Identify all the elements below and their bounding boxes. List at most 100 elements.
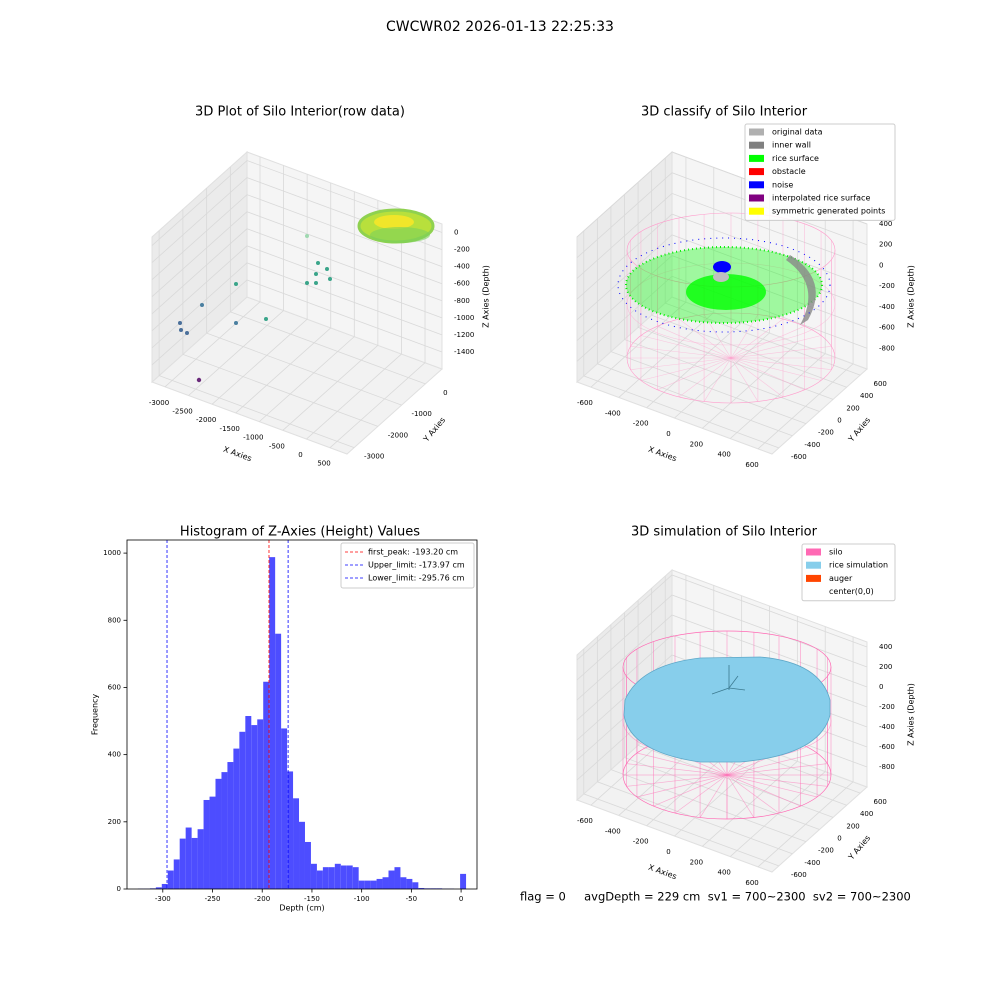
y-tick-label: -400 [804,859,820,867]
grid-line [576,255,868,341]
spoke [730,346,832,359]
z-tick-label: 0 [879,683,883,691]
bar [179,838,186,889]
y-tick-label: 400 [860,392,873,400]
grid-line [576,192,868,279]
bar [209,796,216,889]
spoke [730,357,759,402]
grid-line [164,156,261,388]
bar [418,887,425,889]
bar [293,798,300,889]
z-tick-label: -800 [879,344,895,352]
grid-line [576,594,868,681]
bar [382,877,389,889]
bar [161,883,168,889]
grid-line [590,157,687,388]
spoke [730,314,759,359]
grid-line [596,636,793,855]
legend-label: silo [829,548,843,557]
y-tick-label: 1000 [103,549,121,557]
x-tick-label: -3000 [149,399,169,407]
bar [304,841,311,889]
bar [221,772,228,889]
y-axis-label: Frequency [91,694,100,736]
z-axis-label: Z Axies (Depth) [482,265,491,328]
legend-swatch [806,588,821,596]
grid-line [610,624,807,843]
z-tick-label: 0 [879,261,883,269]
spoke [726,774,818,798]
legend-swatch [749,168,764,176]
bar [185,827,192,889]
bar [322,867,329,889]
grid-line [229,166,426,385]
z-tick-label: -600 [879,743,895,751]
grid-line [610,206,807,425]
spoke [726,774,828,787]
outlier-points [178,234,332,383]
grid-line [624,194,820,412]
y-tick-label: 600 [874,798,887,806]
legend-swatch [749,154,764,162]
bar [203,799,210,889]
grid-line [637,600,834,818]
y-tick-label: 600 [874,380,887,388]
bar [191,837,198,889]
grid-line [151,279,443,366]
z-tick-label: 200 [879,663,892,671]
legend-label: auger [829,574,853,583]
auger [711,665,746,695]
z-tick-label: 400 [879,643,892,651]
bar [412,882,419,889]
bar [167,870,174,889]
spoke [730,357,805,391]
grid-line [151,262,443,349]
chart-title: 3D Plot of Silo Interior(row data) [195,105,405,120]
grid-line [151,194,443,280]
grid-line [235,182,332,414]
bar [352,867,359,889]
x-axis-label: X Axies [647,445,678,464]
z-tick-label: -200 [879,282,895,290]
spoke [726,774,780,814]
spoke [626,763,728,776]
noise-cluster [713,261,731,273]
spoke [653,774,728,807]
spoke [640,335,732,359]
x-tick-label: 200 [690,858,703,866]
rice-surface [625,246,823,324]
y-tick-label: 0 [443,389,447,397]
grid-line [596,218,793,437]
original-data [713,272,729,282]
z-tick-label: 200 [879,241,892,249]
grid-line [576,614,868,701]
z-tick-label: -200 [454,246,470,254]
chart-title: 3D simulation of Silo Interior [631,525,818,540]
x-axis-label: X Axies [647,863,678,882]
y-tick-label: 800 [108,616,121,624]
bar [406,878,413,889]
x-tick-label: -200 [633,420,649,428]
y-tick-label: -2000 [388,431,408,439]
grid-line [583,230,779,449]
x-tick-label: -100 [354,895,370,903]
x-tick-label: -2000 [196,416,216,424]
grid-line [702,198,798,429]
spoke [726,774,801,807]
x-tick-label: -200 [633,838,649,846]
bar [299,821,305,889]
grid-line [729,208,826,439]
back-pane [246,151,443,370]
legend-swatch [749,181,764,189]
bar [340,865,347,889]
grid-line [188,165,284,396]
grid-line [158,230,355,449]
status-footer: flag = 0 avgDepth = 229 cm sv1 = 700~230… [520,890,911,904]
grid-line [702,616,798,847]
grid-line [576,574,868,661]
x-tick-label: -400 [605,827,621,835]
x-tick-label: -150 [304,895,320,903]
grid-line [646,177,743,409]
spoke [730,357,822,381]
